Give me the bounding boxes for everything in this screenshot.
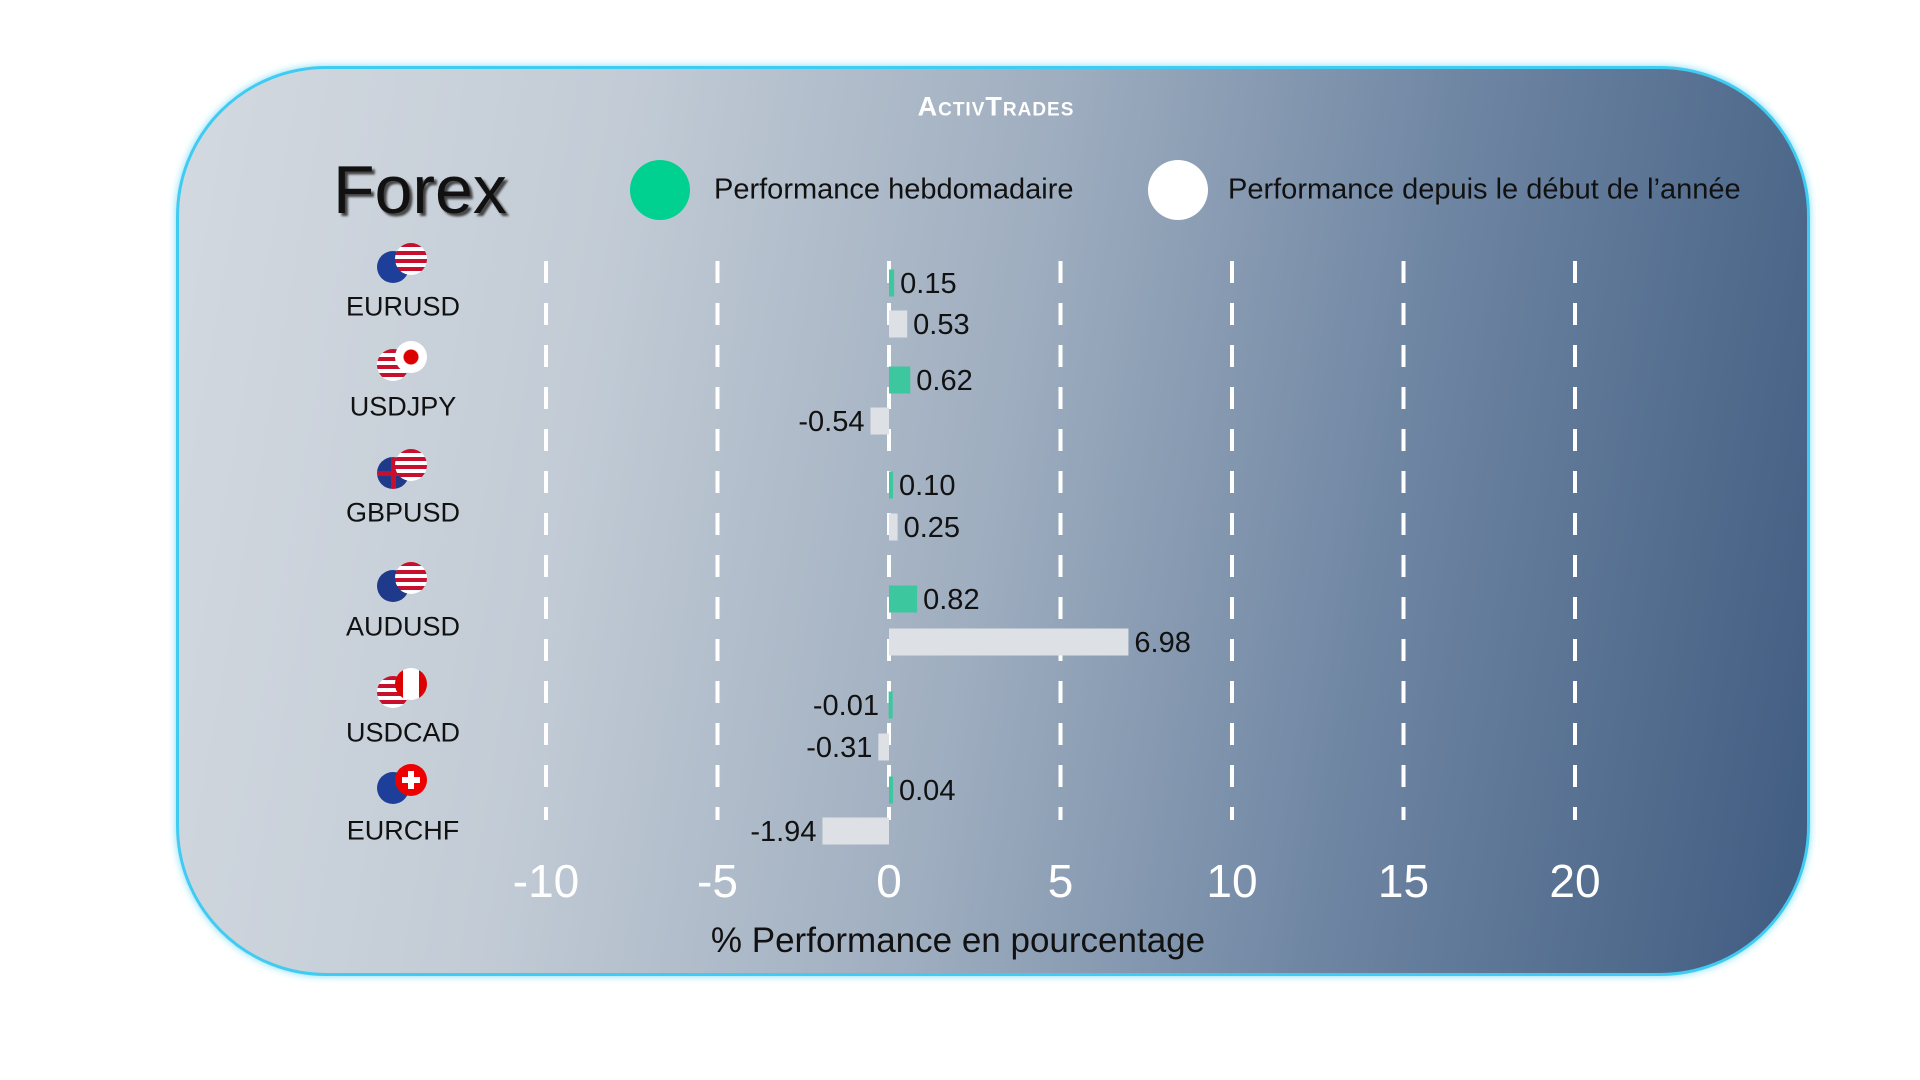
usdcad-flags-icon [377,668,429,708]
eurchf-flags-icon [377,764,429,804]
audusd-flags-icon [377,562,429,602]
x-tick-label: 20 [1549,855,1600,907]
data-label: 0.15 [900,268,956,300]
category-label: USDCAD [345,717,461,748]
legend-weekly-swatch [630,160,690,220]
data-label: 0.62 [916,365,972,397]
weekly-bar [889,269,895,297]
weekly-bar [889,585,918,613]
ytd-bar [870,407,889,435]
data-label: 0.53 [913,309,969,341]
data-label: -0.31 [806,732,872,764]
ytd-bar [822,817,889,845]
category-label: AUDUSD [345,611,461,642]
chart-card [176,66,1810,976]
x-tick-label: 0 [876,855,902,907]
data-label: -0.01 [813,690,879,722]
weekly-bar [888,691,893,719]
data-label: 0.04 [899,775,955,807]
data-label: 0.10 [899,470,955,502]
chart-title: Forex [333,152,507,228]
legend-ytd-swatch [1148,160,1208,220]
ytd-bar [878,733,889,761]
x-tick-label: -5 [697,855,738,907]
data-label: 0.82 [923,584,979,616]
usdjpy-flags-icon [377,341,429,381]
x-tick-label: 15 [1378,855,1429,907]
weekly-bar [889,471,893,499]
legend-ytd-label: Performance depuis le début de l’année [1228,173,1741,206]
gbpusd-flags-icon [377,449,429,489]
category-label: USDJPY [349,391,457,422]
data-label: 0.25 [904,512,960,544]
x-axis-label: % Performance en pourcentage [711,921,1205,960]
legend-weekly-label: Performance hebdomadaire [714,173,1074,206]
data-label: -0.54 [798,406,864,438]
eurusd-flags-icon [377,243,429,283]
ytd-bar [889,513,898,541]
category-label: EURUSD [345,291,461,322]
ytd-bar [889,628,1129,656]
category-label: EURCHF [346,815,460,846]
data-label: 6.98 [1134,627,1190,659]
x-tick-label: -10 [513,855,579,907]
x-tick-label: 5 [1048,855,1074,907]
weekly-bar [889,366,911,394]
ytd-bar [889,310,908,338]
brand-logo: ActivTrades [917,91,1075,122]
x-tick-label: 10 [1206,855,1257,907]
data-label: -1.94 [750,816,816,848]
category-label: GBPUSD [345,497,461,528]
weekly-bar [889,776,893,804]
